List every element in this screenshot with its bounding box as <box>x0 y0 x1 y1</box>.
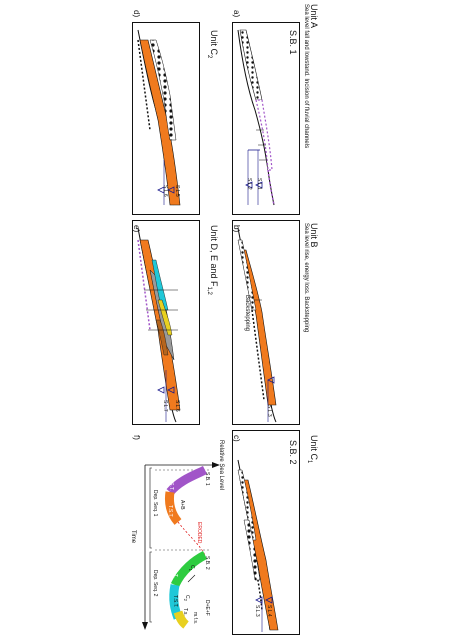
panel-f-letter: f) <box>132 435 141 440</box>
panel-a-frame <box>232 22 300 215</box>
panel-f-c2: C2 <box>183 595 190 601</box>
panel-c-unit-title: Unit C1 <box>306 435 319 464</box>
panel-a-unit-title: Unit A <box>309 4 319 29</box>
lst2-segment <box>170 550 208 588</box>
panel-f-seq1: Dep. Seq. 1 <box>152 490 158 517</box>
panel-b-unit-title: Unit B <box>309 223 319 248</box>
panel-f-tst2: T.S.T. <box>172 595 178 608</box>
panel-f-c1: C1 <box>188 565 195 571</box>
hst-segment <box>173 610 189 629</box>
panel-b-frame <box>232 220 300 425</box>
lst1-segment <box>166 465 208 496</box>
panel-c-letter: c) <box>232 435 241 442</box>
panel-f-y-axis-label: Relative Sea Level <box>218 440 224 491</box>
panel-f-def: D+E+F <box>204 600 210 616</box>
panel-b-sl3: S.L.3 <box>266 405 272 417</box>
panel-f-lst1: L.S.T. <box>168 478 174 491</box>
panel-f-lst2: L.S.T. <box>172 565 178 578</box>
panel-d-unit-title: Unit C2 <box>206 30 219 59</box>
panel-f-x-axis-label: Time <box>130 530 136 544</box>
panel-a-sketch <box>237 29 275 206</box>
panel-a-sl1: S.L.1 <box>256 178 262 190</box>
panel-f-eroded: ERODED <box>196 522 202 544</box>
panel-e-sketch <box>137 227 181 423</box>
panel-f-sb1: S.B. 1 <box>204 472 210 486</box>
panel-f-tst1: T.S.T. <box>167 505 173 518</box>
panel-b-sketch <box>237 227 277 423</box>
panel-f-ab: A+B <box>179 500 185 510</box>
panel-c-sl4: S.L.4 <box>266 605 272 617</box>
panel-f-seq2: Dep. Seq. 2 <box>152 570 158 597</box>
panel-c-sl3: S.L.3 <box>254 605 260 617</box>
panel-e-unit-title: Unit D, E and F1,2 <box>206 225 219 295</box>
panel-e-frame <box>132 220 200 425</box>
panel-f-sb2: S.B. 2 <box>204 556 210 570</box>
eroded-segment <box>177 521 206 556</box>
panel-f-diagram <box>142 462 220 630</box>
panel-d-sketch <box>137 29 181 206</box>
panel-d-sl5: S.L.5 <box>174 185 180 197</box>
panel-a-sl2: S.L.2 <box>246 178 252 190</box>
panel-e-sl7: S.L.7 <box>162 400 168 412</box>
panel-a-subtitle: Sea level fall and lowstand. Incision of… <box>303 4 309 149</box>
panel-b-backstepping: Backstepping <box>244 295 250 332</box>
panel-d-letter: d) <box>132 10 141 18</box>
panel-c-sketch <box>237 459 279 632</box>
panel-e-sl6: S.L.6 <box>174 400 180 412</box>
panel-d-frame <box>132 22 200 215</box>
panel-a-letter: a) <box>232 10 241 18</box>
panel-f-mfs: m.f.s. <box>192 612 198 625</box>
tst1-segment <box>165 491 182 525</box>
panel-f-ts: T.s. <box>182 608 188 616</box>
panel-b-letter: b) <box>232 225 241 233</box>
panel-c-frame <box>232 430 300 635</box>
panel-a-boundary: S.B. 1 <box>288 30 298 55</box>
panel-e-letter: e) <box>132 225 141 233</box>
panel-c-boundary: S.B. 2 <box>288 440 298 465</box>
panel-b-subtitle: Sea level rise, energy loss. Backsteppin… <box>303 223 309 333</box>
panel-d-sl6: S.L.6 <box>162 185 168 197</box>
